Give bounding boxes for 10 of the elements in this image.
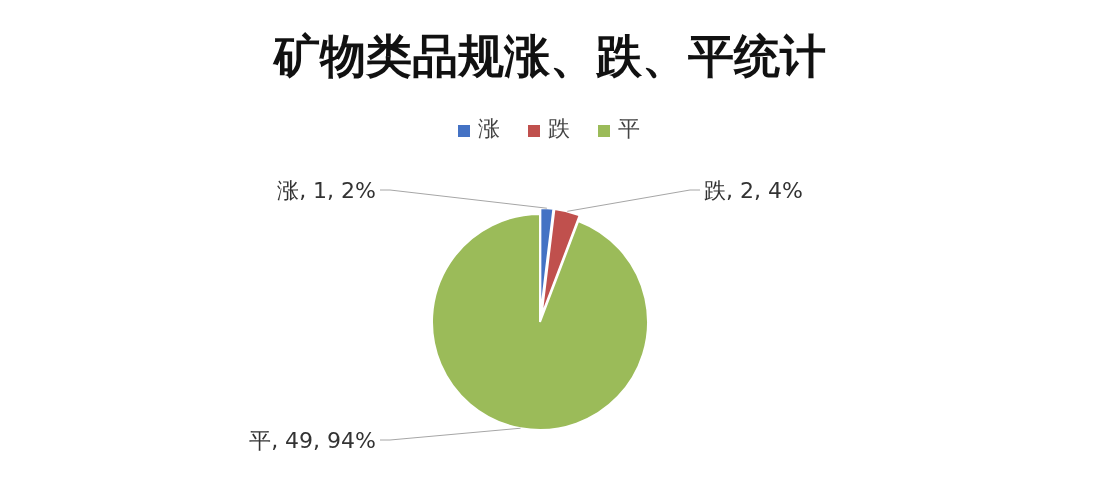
legend-item: 涨	[458, 116, 500, 141]
legend-label: 跌	[548, 116, 570, 141]
legend-label: 平	[618, 116, 640, 141]
data-label: 涨, 1, 2%	[277, 178, 376, 203]
legend-label: 涨	[478, 116, 500, 141]
data-label: 平, 49, 94%	[249, 428, 376, 453]
legend-item: 平	[598, 116, 640, 141]
data-label: 跌, 2, 4%	[704, 178, 803, 203]
chart-title: 矿物类品规涨、跌、平统计	[272, 29, 826, 83]
legend-item: 跌	[528, 116, 570, 141]
